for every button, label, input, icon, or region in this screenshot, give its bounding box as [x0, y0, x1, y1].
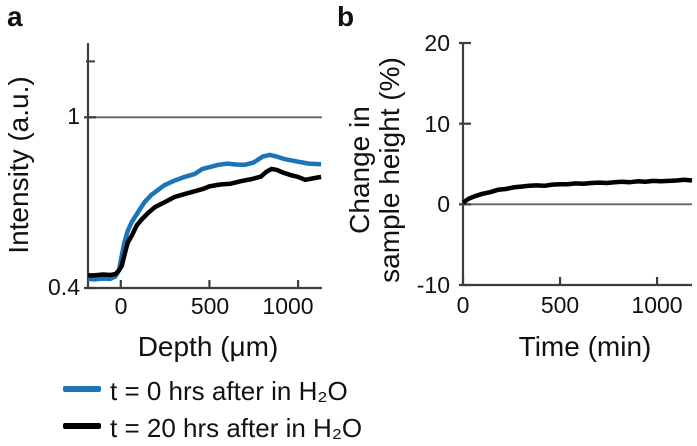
panel-b-y-axis-title-line1: Change in: [343, 106, 375, 234]
panel-b-y-axis-title-line2: sample height (%): [374, 57, 405, 283]
panel-a-letter: a: [7, 1, 23, 32]
legend-label-t20: t = 20 hrs after in H₂O: [110, 413, 363, 443]
panel-b-xtick-500: 500: [540, 292, 580, 318]
panel-a-ytick-1: 1: [67, 103, 80, 129]
panel-b-plot-area: [459, 41, 693, 287]
panel-b-ytick-20: 20: [424, 30, 450, 56]
panel-a-xtick-500: 500: [190, 293, 230, 319]
legend-entry-t0: t = 0 hrs after in H₂O: [63, 376, 423, 406]
panel-b-letter: b: [337, 1, 355, 32]
legend-entry-t20: t = 20 hrs after in H₂O: [63, 413, 423, 443]
panel-a-xtick-0: 0: [114, 293, 128, 319]
legend-swatch-blue-line: [63, 386, 101, 392]
panel-b-xtick-0: 0: [456, 292, 470, 318]
panel-b-y-axis-title: Change in sample height (%): [343, 57, 405, 283]
panel-b-xtick-1000: 1000: [631, 292, 683, 318]
panel-a-ytick-0.4: 0.4: [48, 274, 80, 300]
panel-b-ytick-10: 10: [424, 111, 450, 137]
panel-b-ytick-0: 0: [437, 191, 450, 217]
panel-a-y-axis-title: Intensity (a.u.): [2, 76, 34, 254]
legend-label-t0: t = 0 hrs after in H₂O: [110, 376, 348, 406]
legend-swatch-black-line: [63, 423, 101, 429]
panel-a-x-axis-title: Depth (μm): [137, 331, 279, 362]
panel-b-x-axis-title: Time (min): [518, 331, 652, 362]
panel-a-plot-area: [84, 43, 322, 290]
panel-b-ytick-neg10: -10: [416, 272, 450, 298]
panel-a-xtick-1000: 1000: [262, 293, 314, 319]
